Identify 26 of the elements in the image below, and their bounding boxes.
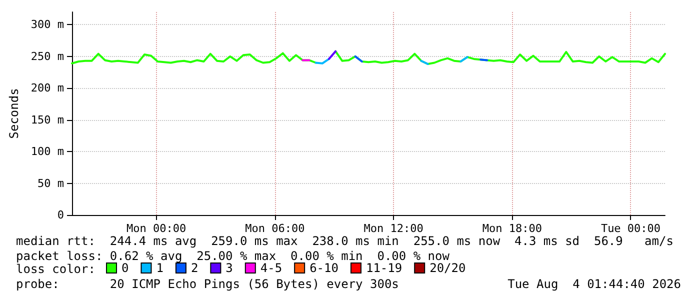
y-tick-label: 50 m <box>38 176 64 190</box>
y-tick-label: 300 m <box>30 18 64 32</box>
legend-label: 20/20 <box>430 261 466 275</box>
y-tick-label: 100 m <box>30 145 64 158</box>
x-tick-label: Mon 12:00 <box>364 222 424 235</box>
legend-label: 3 <box>226 261 233 275</box>
y-tick-label: 200 m <box>30 82 64 95</box>
legend-label: 4-5 <box>260 261 282 275</box>
legend-title: loss color: <box>16 262 96 276</box>
y-axis-title: Seconds <box>7 88 21 139</box>
y-tick-label: 150 m <box>30 113 64 126</box>
legend-label: 6-10 <box>310 261 338 275</box>
text: Tue Aug 4 01:44:40 2026 <box>508 277 681 291</box>
legend-label: 11-19 <box>366 261 402 275</box>
x-tick-label: Mon 18:00 <box>482 222 542 235</box>
y-tick-label: 0 <box>57 208 64 222</box>
x-tick-label: Mon 06:00 <box>245 222 305 235</box>
x-tick-label: Tue 00:00 <box>600 222 661 235</box>
text: probe: 20 ICMP Echo Pings (56 Bytes) every 300s <box>16 277 399 291</box>
text: packet loss: 0.62 % avg 25.00 % max 0.00 % min 0.00 % now <box>16 249 450 263</box>
legend-label: 2 <box>190 261 198 275</box>
legend-label: 0 <box>122 261 129 275</box>
x-tick-label: Mon 00:00 <box>126 222 186 235</box>
legend-label: 1 <box>156 261 164 275</box>
text: median rtt: 244.4 ms avg 259.0 ms max 238.0 ms min 255.0 ms now 4.3 ms sd 56.9 am/s <box>16 234 674 248</box>
y-tick-label: 250 m <box>30 50 64 63</box>
